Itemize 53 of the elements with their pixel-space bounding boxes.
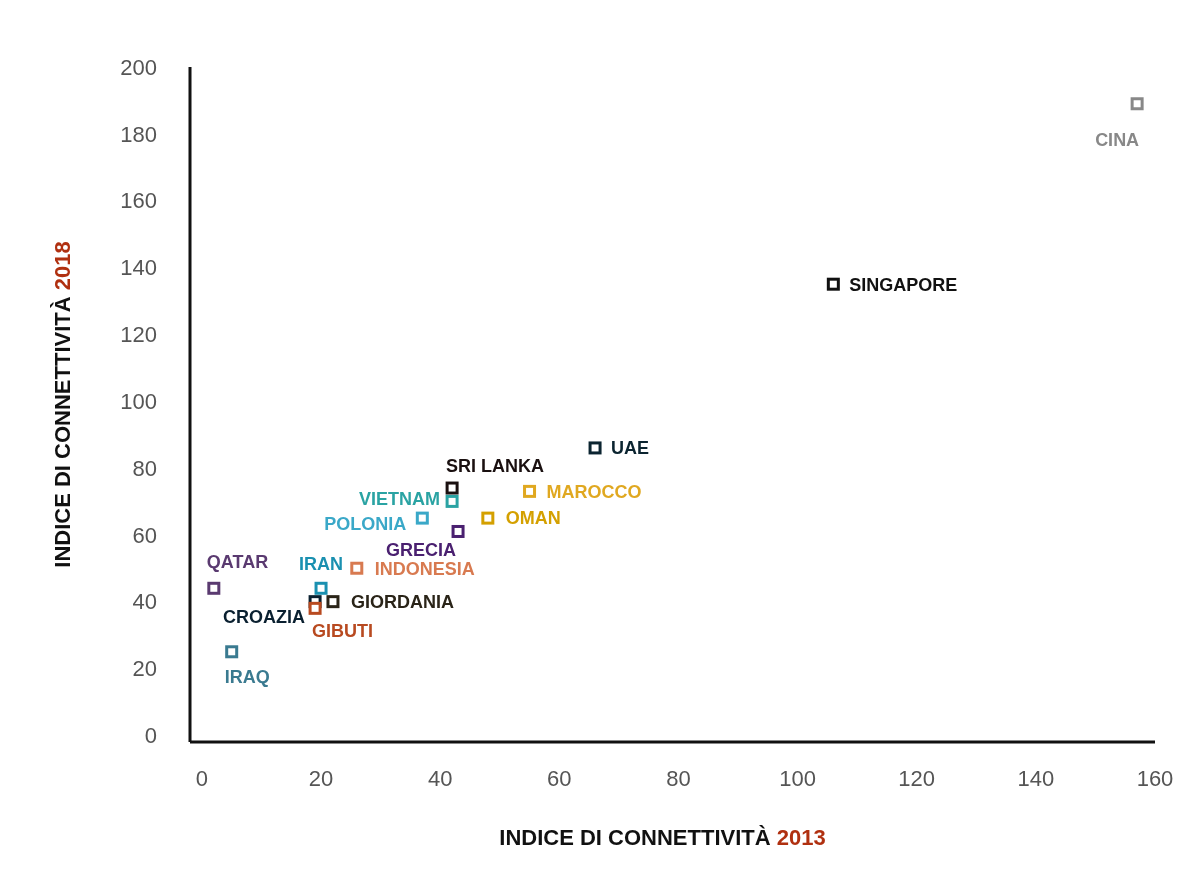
y-tick-label: 80 [132,455,157,481]
point [326,595,340,609]
y-tick-label: 160 [120,188,157,214]
series-label: GIORDANIA [350,591,454,612]
point [225,645,239,659]
y-tick-label: 20 [132,656,157,682]
x-tick-label: 100 [779,765,816,791]
y-tick-label: 40 [132,589,157,615]
y-tick-label: 180 [120,121,157,147]
point [308,601,322,615]
series-label: GRECIA [386,539,457,560]
series-label: QATAR [206,551,269,572]
y-tick-label: 60 [132,522,157,548]
series-label: CROAZIA [223,606,306,627]
series-label: IRAQ [224,667,270,688]
series-label: SRI LANKA [446,456,545,477]
x-tick-label: 80 [666,765,691,791]
x-tick-label: 60 [547,765,572,791]
y-tick-label: 200 [120,54,157,80]
x-tick-label: 20 [308,765,334,791]
point [523,484,537,498]
point [1130,97,1144,111]
series-label: UAE [611,438,650,459]
series-label: INDONESIA [374,558,475,579]
point [826,277,840,291]
series-label: IRAN [299,553,344,574]
x-axis-title: INDICE DI CONNETTIVITÀ 2013 [499,825,826,850]
x-tick-label: 140 [1017,765,1055,791]
point [451,524,465,538]
series-label: POLONIA [324,514,407,535]
point [445,481,459,495]
x-tick-label: 120 [898,765,936,791]
y-tick-label: 120 [120,322,157,348]
point [207,581,221,595]
series-label: CINA [1095,130,1140,151]
point [481,511,495,525]
x-tick-label: 40 [427,765,453,791]
series-label: MAROCCO [546,481,642,502]
point [314,581,328,595]
point [350,561,364,575]
series-label: SINGAPORE [849,274,958,295]
point [415,511,429,525]
point [445,494,459,508]
x-tick-label: 0 [195,765,209,791]
y-tick-label: 140 [120,255,157,281]
series-label: VIETNAM [359,488,441,509]
series-label: GIBUTI [312,620,374,641]
y-tick-label: 0 [144,723,157,749]
x-tick-label: 160 [1136,765,1174,791]
point [588,441,602,455]
series-label: OMAN [505,508,561,529]
y-tick-label: 100 [120,388,157,414]
y-axis-title: INDICE DI CONNETTIVITÀ 2018 [50,241,75,568]
